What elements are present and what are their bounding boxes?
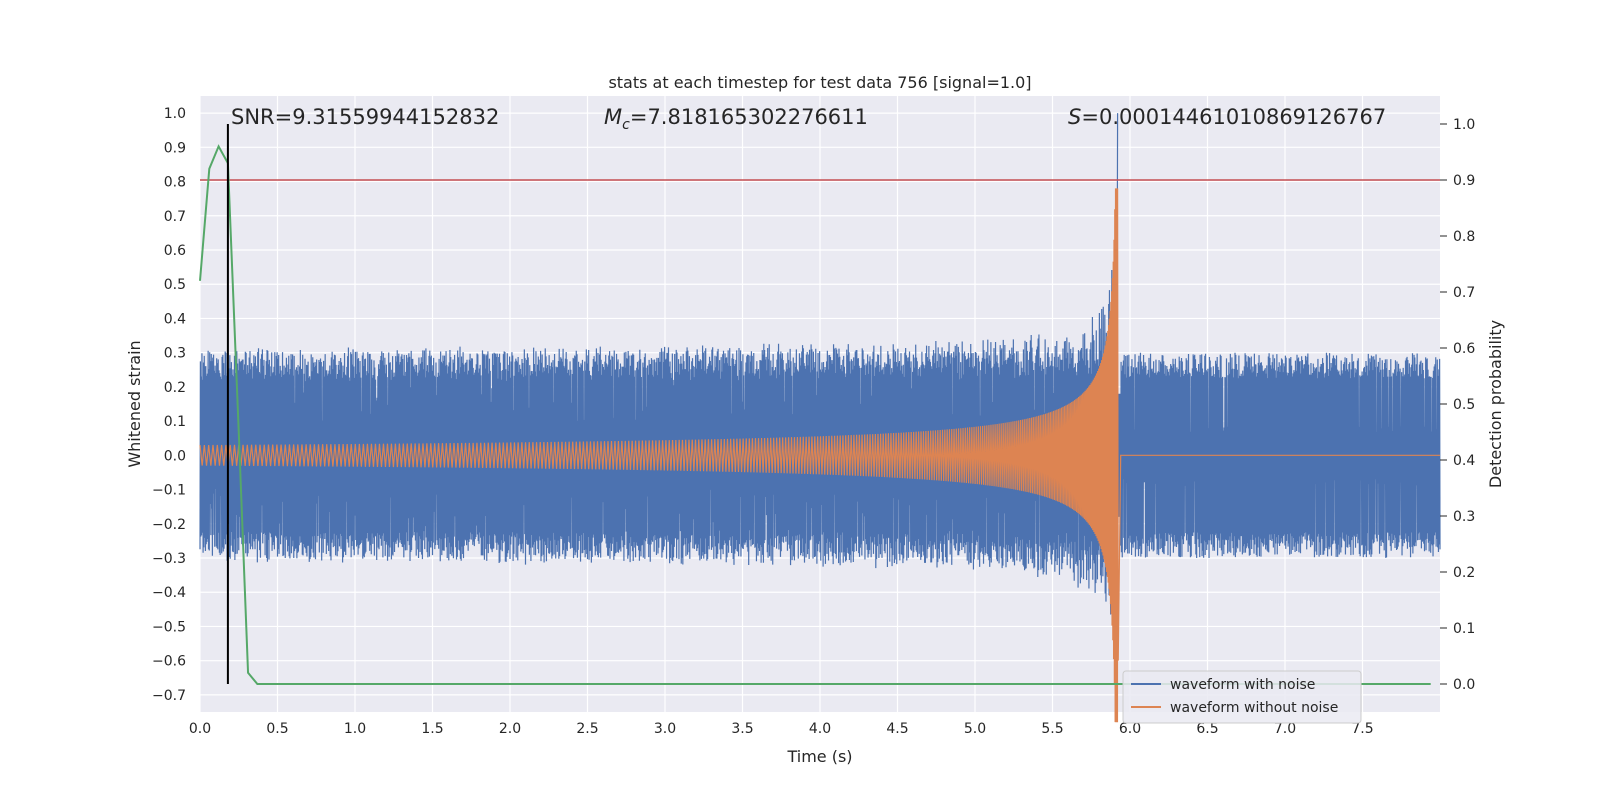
x-tick-label: 5.0 [964,721,986,737]
x-tick-label: 6.0 [1119,721,1141,737]
y-axis-label: Whitened strain [125,340,144,467]
y-right-tick-label: 0.8 [1453,229,1475,245]
y-tick-label: 0.2 [164,380,186,396]
legend-label-noise: waveform with noise [1170,677,1315,693]
y-tick-label: 0.4 [164,311,186,327]
y-tick-label: 0.7 [164,209,186,225]
chirp-mass-annotation: Mc=7.818165302276611 [604,105,868,133]
y-right-tick-label: 0.5 [1453,397,1475,413]
x-tick-label: 7.5 [1351,721,1373,737]
x-axis-ticks: 0.0 0.5 1.0 1.5 2.0 2.5 3.0 3.5 4.0 4.5 5.0 5.5 6.0 6… [189,721,1374,737]
y-tick-label: 0.8 [164,175,186,191]
x-tick-label: 2.5 [576,721,598,737]
x-tick-label: 0.0 [189,721,211,737]
y-right-tick-label: 0.0 [1453,677,1475,693]
y-right-tick-label: 0.4 [1453,453,1475,469]
y-right-tick-label: 0.6 [1453,341,1475,357]
y-right-axis-ticks: 1.0 0.9 0.8 0.7 0.6 0.5 0.4 0.3 0.2 0.1 0.0 [1440,117,1475,693]
x-axis-label: Time (s) [786,747,852,766]
y-tick-label: 1.0 [164,106,186,122]
y-tick-label: −0.3 [152,551,186,567]
y-tick-label: −0.2 [152,517,186,533]
legend-label-clean: waveform without noise [1170,700,1338,716]
chart-title: stats at each timestep for test data 756… [608,73,1031,92]
x-tick-label: 3.0 [654,721,676,737]
series-waveform-without-noise [199,188,1440,723]
y-tick-label: 0.3 [164,346,186,362]
x-tick-label: 4.0 [809,721,831,737]
y-axis-ticks: 1.0 0.9 0.8 0.7 0.6 0.5 0.4 0.3 0.2 0.1 0.0 −0.1 −0.… [152,106,186,704]
plot-area [199,113,1441,723]
y-tick-label: −0.6 [152,654,186,670]
series-detection-probability [199,144,1431,685]
snr-annotation: SNR=9.31559944152832 [231,105,499,129]
x-tick-label: 1.5 [421,721,443,737]
y-right-axis-label: Detection probability [1486,320,1505,488]
y-right-tick-label: 0.9 [1453,173,1475,189]
y-tick-label: −0.5 [152,619,186,635]
x-tick-label: 3.5 [731,721,753,737]
y-tick-label: 0.1 [164,414,186,430]
x-tick-label: 7.0 [1274,721,1296,737]
y-right-tick-label: 1.0 [1453,117,1475,133]
legend: waveform with noise waveform without noi… [1122,670,1362,724]
y-right-tick-label: 0.1 [1453,621,1475,637]
y-tick-label: −0.7 [152,688,186,704]
y-right-tick-label: 0.3 [1453,509,1475,525]
y-tick-label: −0.4 [152,585,186,601]
y-tick-label: −0.1 [152,483,186,499]
x-tick-label: 2.0 [499,721,521,737]
x-tick-label: 1.0 [344,721,366,737]
y-tick-label: 0.5 [164,277,186,293]
y-right-tick-label: 0.2 [1453,565,1475,581]
x-tick-label: 4.5 [886,721,908,737]
x-tick-label: 5.5 [1041,721,1063,737]
y-right-tick-label: 0.7 [1453,285,1475,301]
y-tick-label: 0.6 [164,243,186,259]
x-tick-label: 0.5 [266,721,288,737]
legend-box [1122,670,1362,724]
y-tick-label: 0.9 [164,140,186,156]
y-tick-label: 0.0 [164,448,186,464]
x-tick-label: 6.5 [1196,721,1218,737]
s-annotation: S=0.00014461010869126767 [1068,105,1386,129]
